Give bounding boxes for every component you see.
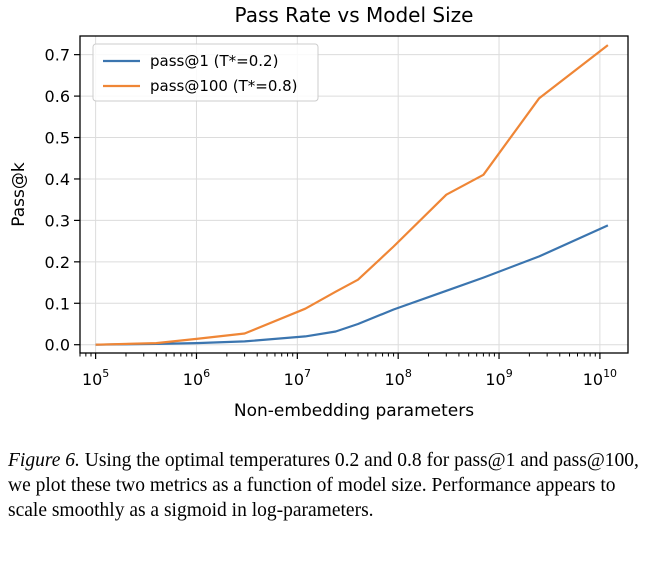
legend: pass@1 (T*=0.2) pass@100 (T*=0.8) bbox=[92, 43, 319, 102]
y-tick-label: 0.6 bbox=[45, 87, 70, 106]
figure-caption: Figure 6. Using the optimal temperatures… bbox=[8, 448, 644, 523]
y-tick-label: 0.0 bbox=[45, 336, 70, 355]
caption-text: Using the optimal temperatures 0.2 and 0… bbox=[8, 450, 639, 521]
x-tick-label: 108 bbox=[385, 367, 412, 389]
x-tick-label: 107 bbox=[284, 367, 311, 389]
x-axis-label: Non-embedding parameters bbox=[234, 401, 474, 421]
x-tick-label: 105 bbox=[82, 367, 109, 389]
legend-label-pass1: pass@1 (T*=0.2) bbox=[150, 52, 278, 70]
grid bbox=[80, 36, 628, 353]
plot-frame bbox=[79, 35, 629, 354]
y-tick-label: 0.4 bbox=[45, 170, 70, 189]
series-lines bbox=[95, 44, 609, 346]
legend-box bbox=[92, 43, 319, 102]
chart-title: Pass Rate vs Model Size bbox=[235, 3, 474, 27]
series-line-pass1 bbox=[95, 224, 609, 346]
chart: 105 106 107 108 109 1010 0.0 0.1 0.2 0.3 0.4 0.5 0.6… bbox=[9, 3, 629, 421]
y-axis-label: Pass@k bbox=[9, 162, 29, 227]
x-tick-label: 1010 bbox=[583, 367, 617, 389]
x-tick-label: 106 bbox=[183, 367, 210, 389]
legend-label-pass100: pass@100 (T*=0.8) bbox=[150, 77, 298, 95]
y-tick-label: 0.3 bbox=[45, 211, 70, 230]
y-tick-label: 0.2 bbox=[45, 253, 70, 272]
axis-ticks: 105 106 107 108 109 1010 0.0 0.1 0.2 0.3 0.4 0.5 0.6… bbox=[45, 46, 618, 389]
y-tick-label: 0.7 bbox=[45, 46, 70, 65]
series-line-pass100 bbox=[95, 44, 609, 346]
y-tick-label: 0.1 bbox=[45, 294, 70, 313]
figure-label: Figure 6. bbox=[8, 450, 80, 471]
y-tick-label: 0.5 bbox=[45, 129, 70, 148]
x-tick-label: 109 bbox=[485, 367, 512, 389]
